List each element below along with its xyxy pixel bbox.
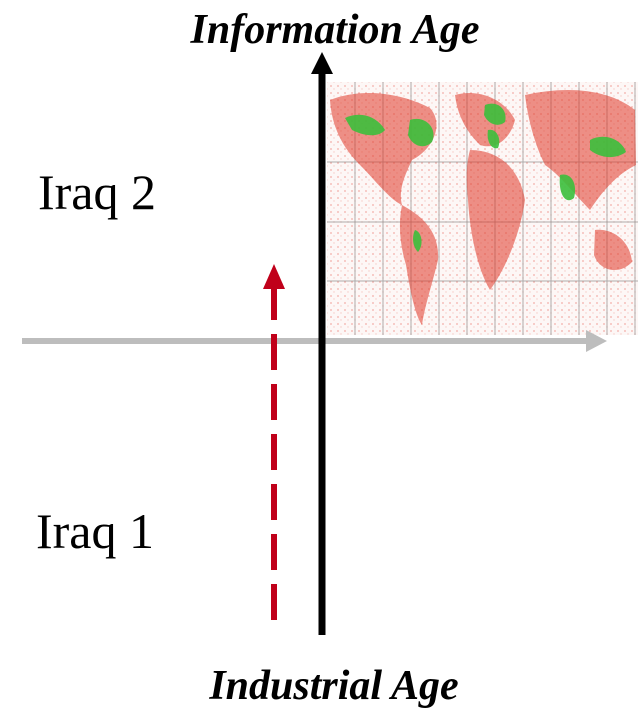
iraq-1-label: Iraq 1 [36, 503, 154, 559]
world-map-image [327, 82, 638, 335]
transition-arrow [263, 264, 285, 620]
map-land [345, 103, 626, 252]
industrial-age-label: Industrial Age [209, 663, 459, 709]
horizontal-axis-arrow [22, 330, 607, 352]
vertical-axis-arrow [311, 52, 333, 635]
iraq-2-label: Iraq 2 [38, 164, 156, 220]
information-age-label: Information Age [190, 7, 480, 53]
